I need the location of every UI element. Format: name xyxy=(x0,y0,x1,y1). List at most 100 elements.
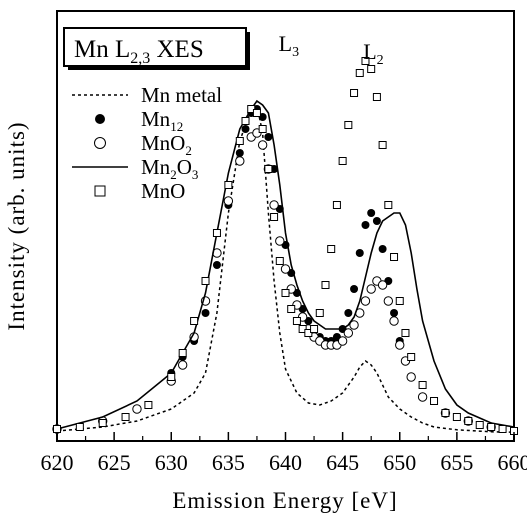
peak-label: L2 xyxy=(363,39,383,68)
plot-frame xyxy=(56,10,515,442)
series-line xyxy=(56,103,515,433)
data-point xyxy=(281,289,290,297)
legend-label: MnO xyxy=(141,179,185,203)
data-point xyxy=(75,423,84,431)
data-point xyxy=(378,141,387,149)
x-axis-label: Emission Energy [eV] xyxy=(172,488,397,513)
chart-title-box: Mn L2,3 XES xyxy=(63,27,250,70)
data-point xyxy=(321,281,330,289)
data-point xyxy=(167,373,176,381)
legend-swatch xyxy=(95,114,105,124)
title-box xyxy=(63,27,247,67)
data-point xyxy=(121,413,130,421)
data-point xyxy=(292,317,301,325)
x-tick-label: 650 xyxy=(383,450,416,475)
data-point xyxy=(361,57,370,65)
data-point xyxy=(287,305,296,313)
data-point xyxy=(441,409,450,417)
data-point xyxy=(452,413,461,421)
data-point xyxy=(367,209,376,217)
chart-title: Mn L2,3 XES xyxy=(74,36,204,67)
data-point xyxy=(417,392,428,402)
data-point xyxy=(264,165,273,173)
legend-swatch xyxy=(94,185,106,197)
data-point xyxy=(475,421,484,429)
data-point xyxy=(367,65,376,73)
data-point xyxy=(241,125,250,133)
data-point xyxy=(315,309,324,317)
data-point xyxy=(332,201,341,209)
data-point xyxy=(178,349,187,357)
x-tick-label: 635 xyxy=(212,450,245,475)
legend-label: MnO2 xyxy=(141,131,192,158)
data-point xyxy=(389,316,399,326)
data-point xyxy=(377,280,388,290)
data-point xyxy=(275,257,284,265)
data-point xyxy=(212,229,221,237)
data-point xyxy=(360,296,371,306)
x-tick-label: 640 xyxy=(269,450,302,475)
data-point xyxy=(98,419,107,427)
data-point xyxy=(487,423,496,431)
series-mn12 xyxy=(167,105,496,431)
data-point xyxy=(190,317,199,325)
data-point xyxy=(349,320,359,330)
data-point xyxy=(310,325,319,333)
data-point xyxy=(395,340,405,350)
peak-label: L3 xyxy=(279,31,299,60)
data-point xyxy=(201,277,210,285)
data-point xyxy=(252,109,261,117)
data-point xyxy=(383,296,394,306)
x-tick-label: 620 xyxy=(41,450,74,475)
legend-entry: Mn12 xyxy=(95,107,183,134)
data-point xyxy=(235,149,244,157)
data-point xyxy=(338,157,347,165)
x-tick-label: 645 xyxy=(326,450,359,475)
legend-label: Mn metal xyxy=(141,83,222,107)
data-point xyxy=(406,372,416,382)
data-point xyxy=(257,140,268,150)
x-axis-ticks: 620 625 630 635 640 645 650 655 660 xyxy=(41,432,527,475)
series-mno xyxy=(53,57,518,435)
data-point xyxy=(235,137,244,145)
series-layer xyxy=(52,57,518,435)
data-point xyxy=(343,328,354,338)
data-point xyxy=(275,236,285,246)
data-point xyxy=(350,89,359,97)
data-point xyxy=(224,181,233,189)
data-point xyxy=(132,404,142,414)
series-mn-metal xyxy=(56,103,515,433)
data-point xyxy=(395,297,404,305)
data-point xyxy=(418,381,427,389)
legend-swatch xyxy=(94,137,106,149)
data-point xyxy=(407,353,416,361)
data-point xyxy=(361,221,370,229)
data-point xyxy=(355,69,364,77)
data-point xyxy=(390,309,399,317)
title-subscript: 2,3 xyxy=(130,50,150,67)
data-point xyxy=(344,121,353,129)
x-tick-label: 625 xyxy=(98,450,131,475)
peak-labels: L3 L2 xyxy=(279,31,384,68)
data-point xyxy=(498,425,507,433)
series-mno2 xyxy=(52,128,496,434)
data-point xyxy=(53,425,61,433)
data-point xyxy=(344,309,353,317)
series-line xyxy=(56,99,515,430)
legend-label: Mn12 xyxy=(141,107,183,134)
legend-label: Mn2O3 xyxy=(141,155,198,182)
legend-entry: MnO xyxy=(94,179,185,203)
data-point xyxy=(269,200,279,210)
data-point xyxy=(401,329,410,337)
x-tick-label: 655 xyxy=(440,450,473,475)
data-point xyxy=(212,261,221,269)
data-point xyxy=(280,264,291,274)
data-point xyxy=(258,125,267,133)
data-point xyxy=(384,201,393,209)
data-point xyxy=(350,285,359,293)
data-point xyxy=(378,245,387,253)
x-tick-label: 660 xyxy=(498,450,527,475)
data-point xyxy=(372,93,381,101)
